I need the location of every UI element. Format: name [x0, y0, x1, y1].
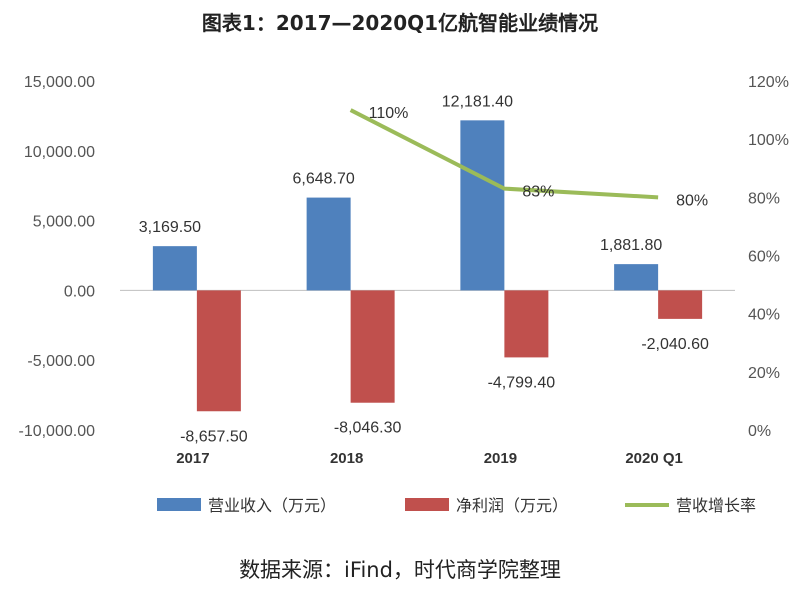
category-axis: 2017 2018 2019 2020 Q1 [176, 450, 683, 467]
right-tick-label: 80% [748, 190, 780, 207]
growth-line-layer [349, 108, 659, 200]
revenue-bar [306, 197, 351, 291]
legend-label: 营业收入（万元） [208, 496, 336, 515]
right-tick-label: 100% [748, 132, 789, 149]
revenue-bar [614, 264, 659, 291]
right-tick-label: 20% [748, 365, 780, 382]
source-note: 数据来源：iFind，时代商学院整理 [239, 558, 561, 582]
revenue-label: 1,881.80 [600, 237, 662, 254]
growth-rate-label: 80% [676, 192, 708, 209]
net-profit-label: -2,040.60 [641, 336, 709, 353]
revenue-label: 3,169.50 [139, 219, 201, 236]
left-tick-label: 0.00 [64, 283, 95, 300]
net-profit-bar [504, 290, 549, 358]
net-profit-label: -4,799.40 [488, 374, 556, 391]
legend-label: 净利润（万元） [456, 496, 568, 515]
right-axis: 0% 20% 40% 60% 80% 100% 120% [748, 74, 789, 440]
chart-title: 图表1：2017—2020Q1亿航智能业绩情况 [202, 11, 598, 35]
legend-label: 营收增长率 [676, 496, 756, 515]
revenue-label: 12,181.40 [442, 93, 513, 110]
legend: 营业收入（万元） 净利润（万元） 营收增长率 [157, 496, 756, 515]
net-profit-bar [658, 290, 703, 319]
left-axis: -10,000.00 -5,000.00 0.00 5,000.00 10,000.00… [18, 74, 95, 440]
bars-layer [152, 120, 703, 412]
category-label: 2018 [330, 450, 363, 467]
growth-rate-label: 83% [522, 184, 554, 201]
growth-rate-label: 110% [369, 105, 409, 122]
revenue-bar [152, 246, 197, 291]
legend-swatch [157, 498, 201, 511]
category-label: 2020 Q1 [625, 450, 683, 467]
left-tick-label: -10,000.00 [18, 423, 95, 440]
left-tick-label: 15,000.00 [24, 74, 95, 91]
right-tick-label: 0% [748, 423, 771, 440]
left-tick-label: -5,000.00 [27, 353, 95, 370]
left-tick-label: 5,000.00 [33, 214, 95, 231]
right-tick-label: 40% [748, 307, 780, 324]
net-profit-bar [350, 290, 395, 403]
revenue-label: 6,648.70 [292, 171, 354, 188]
revenue-bar [460, 120, 505, 291]
growth-rate-line [349, 108, 659, 200]
right-tick-label: 60% [748, 249, 780, 266]
net-profit-label: -8,046.30 [334, 420, 402, 437]
net-profit-label: -8,657.50 [180, 428, 248, 445]
data-labels-layer: 3,169.50 -8,657.50 6,648.70 -8,046.30 12,181… [139, 93, 709, 445]
category-label: 2017 [176, 450, 209, 467]
left-tick-label: 10,000.00 [24, 144, 95, 161]
legend-swatch [405, 498, 449, 511]
right-tick-label: 120% [748, 74, 789, 91]
net-profit-bar [196, 290, 241, 412]
category-label: 2019 [484, 450, 517, 467]
